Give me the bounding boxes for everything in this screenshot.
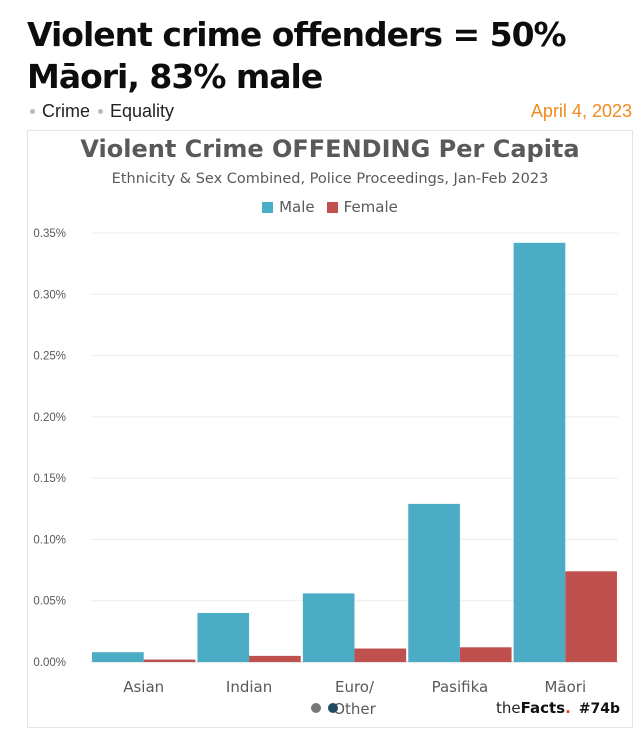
x-tick-label: Māori (544, 678, 586, 696)
chart-legend: Male Female (28, 198, 632, 216)
tag-list: Crime Equality (30, 101, 182, 122)
headline-line-2: Māori, 83% male (27, 57, 323, 96)
headline-line-1: Violent crime offenders = 50% (27, 15, 567, 54)
bar-female (249, 655, 301, 662)
chart-subtitle: Ethnicity & Sex Combined, Police Proceed… (111, 171, 549, 187)
y-tick-label: 0.05% (33, 596, 66, 608)
bar-male (302, 593, 355, 662)
bar-female (459, 647, 512, 662)
brand-the: the (495, 699, 521, 717)
bar-female (143, 659, 196, 662)
chart-card: Violent Crime OFFENDING Per Capita Ethni… (27, 130, 633, 728)
legend-swatch-female (326, 201, 338, 213)
x-tick-label: Euro/Other (333, 678, 376, 718)
legend-swatch-male (262, 201, 274, 213)
tag-crime[interactable]: Crime (30, 101, 90, 122)
brand-logo: the Facts. #74b (496, 699, 620, 717)
pager-dot-2[interactable] (328, 703, 338, 713)
brand-facts: Facts (520, 699, 566, 717)
y-tick-label: 0.00% (33, 657, 66, 669)
bullet-icon (30, 109, 35, 114)
y-tick-label: 0.35% (33, 228, 66, 240)
y-tick-label: 0.10% (33, 534, 66, 546)
bar-female (354, 648, 407, 662)
y-tick-label: 0.20% (33, 412, 66, 424)
bullet-icon (98, 109, 103, 114)
publish-date: April 4, 2023 (530, 101, 632, 121)
carousel-pager (311, 703, 345, 713)
tag-label: Equality (110, 101, 175, 121)
y-tick-label: 0.15% (33, 473, 66, 485)
pager-dot-1[interactable] (311, 703, 321, 713)
bar-female (565, 571, 617, 662)
bar-male (408, 503, 460, 662)
x-tick-label: Asian (123, 678, 164, 696)
bar-male (92, 652, 144, 662)
bar-male (513, 242, 566, 662)
bar-male (197, 612, 250, 662)
brand-tag: #74b (578, 701, 620, 717)
y-tick-label: 0.30% (33, 289, 66, 301)
tag-equality[interactable]: Equality (98, 101, 174, 122)
bar-chart: 0.00% 0.05% 0.10% 0.15% 0.20% 0.25% 0.30% 0.35%… (33, 228, 618, 718)
headline: Violent crime offenders = 50% Māori, 83%… (27, 14, 627, 98)
y-tick-label: 0.25% (33, 351, 66, 363)
x-tick-label: Indian (226, 678, 272, 696)
brand-dot: . (565, 699, 571, 717)
chart-title: Violent Crime OFFENDING Per Capita (80, 135, 580, 163)
x-tick-label: Pasifika (432, 678, 489, 696)
legend-label-female: Female (343, 198, 398, 216)
tag-label: Crime (42, 101, 90, 121)
legend-item-male: Male (262, 198, 315, 216)
legend-item-female: Female (326, 198, 398, 216)
legend-label-male: Male (279, 198, 315, 216)
